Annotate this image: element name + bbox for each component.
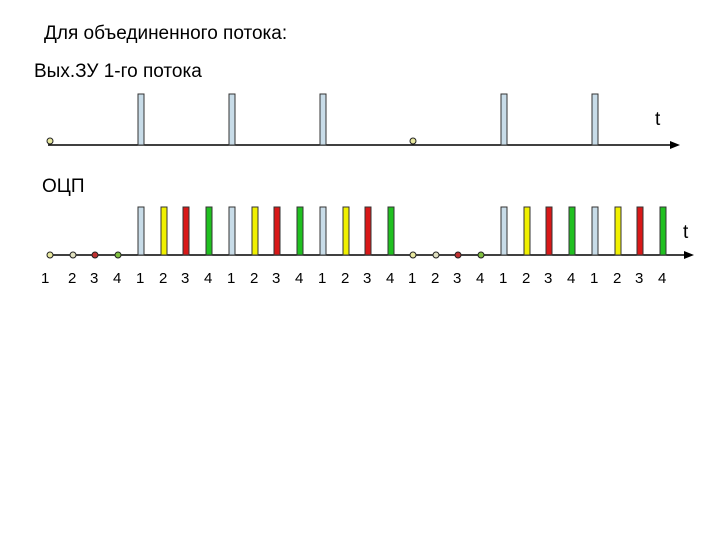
row2-pulse: [545, 206, 553, 256]
row1-axis: [48, 141, 680, 149]
pulse-number: 4: [295, 270, 303, 287]
row2-empty-dot: [69, 251, 77, 259]
pulse-number: 2: [613, 270, 621, 287]
row2-pulse: [205, 206, 213, 256]
pulse-number: 1: [590, 270, 598, 287]
row1-pulse: [228, 93, 236, 146]
row2-empty-dot: [432, 251, 440, 259]
row2-pulse: [591, 206, 599, 256]
pulse-number: 3: [453, 270, 461, 287]
row2-pulse: [319, 206, 327, 256]
row2-pulse: [568, 206, 576, 256]
row2-pulse: [251, 206, 259, 256]
row2-pulse: [387, 206, 395, 256]
row2-label: ОЦП: [42, 176, 85, 197]
row1-pulses: [46, 93, 599, 146]
diagram-title: Для объединенного потока:: [44, 23, 287, 44]
row2-pulse: [523, 206, 531, 256]
row2-empty-dot: [114, 251, 122, 259]
pulse-number: 1: [499, 270, 507, 287]
row2-empty-dot: [454, 251, 462, 259]
row2-empty-dot: [91, 251, 99, 259]
pulse-number: 3: [635, 270, 643, 287]
row2-pulse: [182, 206, 190, 256]
pulse-number: 2: [159, 270, 167, 287]
row2-pulse: [364, 206, 372, 256]
row2-pulse: [342, 206, 350, 256]
row2-empty-dot: [409, 251, 417, 259]
row1-axis-label: t: [655, 109, 661, 130]
row1-pulse: [137, 93, 145, 146]
row1-label: Вых.ЗУ 1-го потока: [34, 61, 202, 82]
pulse-number: 1: [41, 270, 49, 287]
pulse-number: 4: [476, 270, 484, 287]
row2-pulse: [160, 206, 168, 256]
pulse-number: 2: [522, 270, 530, 287]
pulse-number: 4: [113, 270, 121, 287]
row2-pulse: [137, 206, 145, 256]
row1-pulse: [500, 93, 508, 146]
pulse-number: 1: [408, 270, 416, 287]
row2-pulse: [614, 206, 622, 256]
pulse-number: 4: [204, 270, 212, 287]
pulse-number: 1: [318, 270, 326, 287]
pulse-number: 4: [386, 270, 394, 287]
row2-empty-dot: [46, 251, 54, 259]
row1-empty-dot: [409, 137, 417, 145]
row2-pulse: [228, 206, 236, 256]
pulse-number: 2: [250, 270, 258, 287]
row2-pulse: [636, 206, 644, 256]
pulse-number: 1: [136, 270, 144, 287]
pulse-number: 4: [658, 270, 666, 287]
pulse-number: 3: [272, 270, 280, 287]
row2-pulse: [500, 206, 508, 256]
row2-pulse: [296, 206, 304, 256]
pulse-number: 2: [341, 270, 349, 287]
pulse-number: 3: [363, 270, 371, 287]
row1-pulse: [591, 93, 599, 146]
pulse-number: 3: [544, 270, 552, 287]
row2-pulse: [273, 206, 281, 256]
row1-pulse: [319, 93, 327, 146]
row2-axis-label: t: [683, 222, 689, 243]
row1-empty-dot: [46, 137, 54, 145]
pulse-number: 3: [181, 270, 189, 287]
pulse-number: 3: [90, 270, 98, 287]
pulse-number: 1: [227, 270, 235, 287]
pulse-number: 4: [567, 270, 575, 287]
row2-empty-dot: [477, 251, 485, 259]
row2-pulse: [659, 206, 667, 256]
pulse-number: 2: [68, 270, 76, 287]
row2-pulses: [46, 206, 667, 259]
pulse-number: 2: [431, 270, 439, 287]
